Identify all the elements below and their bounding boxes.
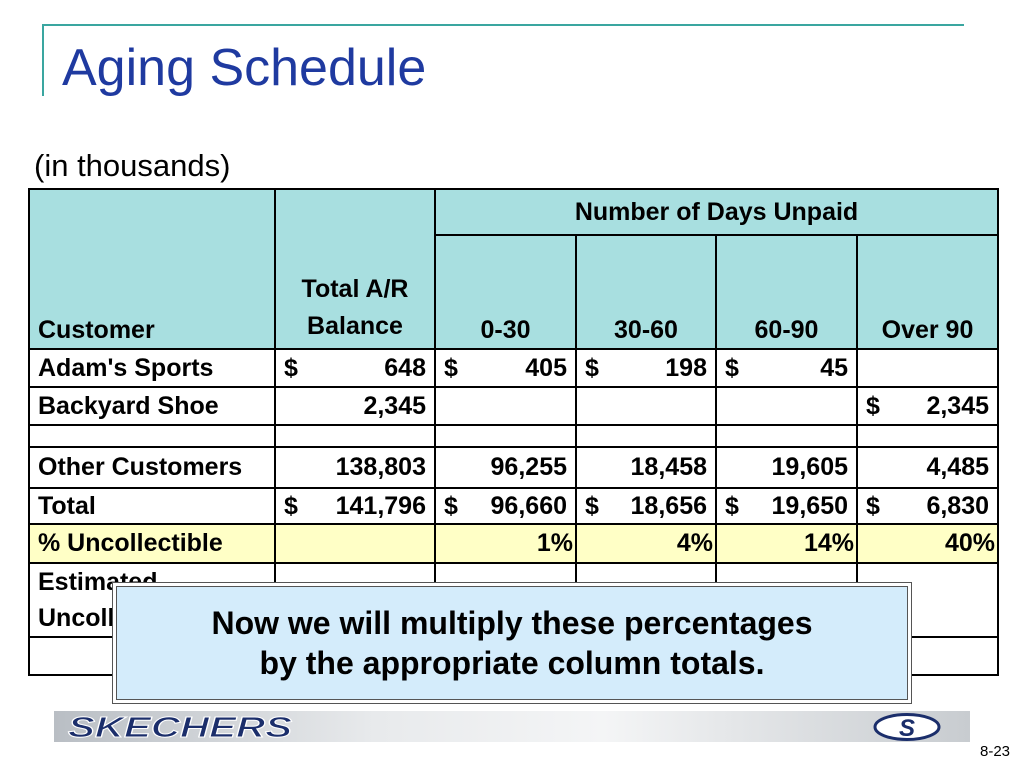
- dollar-sign: $: [725, 353, 739, 382]
- header-total-line2: Balance: [307, 312, 403, 340]
- skechers-s-logo-icon: S: [873, 713, 941, 741]
- row-bucket-cell: $18,656: [575, 487, 717, 525]
- callout-box: Now we will multiply these percentages b…: [116, 586, 908, 700]
- dollar-sign: $: [866, 391, 880, 420]
- slide-title: Aging Schedule: [62, 39, 427, 97]
- table-row-pct-uncollectible: % Uncollectible 1% 4% 14% 40%: [28, 523, 999, 564]
- cell-value: 4,485: [926, 453, 989, 481]
- skechers-logo-text: SKECHERS: [68, 712, 293, 742]
- s-logo-letter: S: [899, 715, 915, 741]
- cell-value: 2,345: [363, 391, 426, 420]
- footer-logo-bar: [54, 711, 970, 742]
- header-bucket: 0-30: [434, 234, 577, 350]
- header-customer: Customer: [28, 188, 276, 350]
- table-row-spacer: [28, 424, 999, 448]
- cell-value: 2,345: [926, 391, 989, 420]
- dollar-sign: $: [585, 353, 599, 382]
- row-bucket-cell: $19,650: [715, 487, 858, 525]
- callout-text: Now we will multiply these percentages b…: [132, 603, 892, 683]
- table-row: Backyard Shoe 2,345 $2,345: [28, 386, 999, 426]
- page-number: 8-23: [980, 743, 1011, 760]
- cell-value: 45: [820, 353, 848, 382]
- row-customer-name: [28, 424, 276, 448]
- table-header-row-2: 0-30 30-60 60-90 Over 90: [29, 234, 999, 350]
- frame-left-line: [42, 24, 44, 96]
- pct-row-empty: [274, 523, 436, 564]
- row-bucket-cell: $96,660: [434, 487, 577, 525]
- row-customer-name: Total: [28, 487, 276, 525]
- row-bucket-cell: $198: [575, 348, 717, 388]
- row-bucket-cell: $45: [715, 348, 858, 388]
- table-row: Other Customers 138,803 96,255 18,458 19…: [28, 446, 999, 489]
- dollar-sign: $: [866, 491, 880, 520]
- row-bucket-cell: [856, 424, 999, 448]
- row-bucket-cell: [575, 424, 717, 448]
- header-bucket: 60-90: [715, 234, 858, 350]
- cell-value: 96,660: [490, 491, 567, 520]
- row-total-cell: $141,796: [274, 487, 436, 525]
- dollar-sign: $: [284, 353, 298, 382]
- slide-subtitle: (in thousands): [34, 148, 231, 183]
- row-bucket-cell: 96,255: [434, 446, 577, 489]
- row-bucket-cell: 19,605: [715, 446, 858, 489]
- estimated-label-line2: Uncoll: [38, 604, 115, 632]
- dollar-sign: $: [444, 353, 458, 382]
- row-bucket-cell: $6,830: [856, 487, 999, 525]
- pct-cell: 4%: [575, 523, 717, 564]
- header-total-line1: Total A/R: [301, 275, 409, 303]
- cell-value: 96,255: [490, 453, 567, 481]
- cell-value: 18,656: [630, 491, 707, 520]
- pct-cell: 40%: [856, 523, 999, 564]
- cell-value: 19,650: [771, 491, 848, 520]
- callout-line1: Now we will multiply these percentages: [211, 605, 813, 641]
- header-bucket: 30-60: [575, 234, 717, 350]
- row-bucket-cell: $405: [434, 348, 577, 388]
- cell-value: 198: [665, 353, 707, 382]
- dollar-sign: $: [444, 491, 458, 520]
- row-bucket-cell: $2,345: [856, 386, 999, 426]
- aging-table: Customer Total A/R Balance Number of Day…: [28, 188, 999, 676]
- row-bucket-cell: [856, 348, 999, 388]
- pct-cell: 1%: [434, 523, 577, 564]
- table-header-row-1: Customer Total A/R Balance Number of Day…: [28, 188, 999, 350]
- row-total-cell: $648: [274, 348, 436, 388]
- cell-value: 138,803: [335, 453, 426, 481]
- row-customer-name: Backyard Shoe: [28, 386, 276, 426]
- dollar-sign: $: [585, 491, 599, 520]
- pct-row-label: % Uncollectible: [28, 523, 276, 564]
- pct-cell: 14%: [715, 523, 858, 564]
- cell-value: 648: [384, 353, 426, 382]
- row-bucket-cell: [575, 386, 717, 426]
- dollar-sign: $: [284, 491, 298, 520]
- table-row-total: Total $141,796 $96,660 $18,656 $19,650 $…: [28, 487, 999, 525]
- row-total-cell: 2,345: [274, 386, 436, 426]
- skechers-logo: SKECHERS: [68, 712, 294, 742]
- row-bucket-cell: 4,485: [856, 446, 999, 489]
- row-bucket-cell: 18,458: [575, 446, 717, 489]
- row-bucket-cell: [715, 424, 858, 448]
- cell-value: 19,605: [771, 453, 848, 481]
- header-bucket: Over 90: [856, 234, 999, 350]
- row-bucket-cell: [434, 424, 577, 448]
- header-days-unpaid: Number of Days Unpaid: [434, 188, 999, 236]
- row-bucket-cell: [434, 386, 577, 426]
- table-row: Adam's Sports $648 $405 $198 $45: [28, 348, 999, 388]
- callout-line2: by the appropriate column totals.: [259, 645, 765, 681]
- row-total-cell: [274, 424, 436, 448]
- cell-value: 141,796: [335, 491, 426, 520]
- header-total: Total A/R Balance: [274, 188, 436, 350]
- cell-value: 18,458: [630, 453, 707, 481]
- dollar-sign: $: [725, 491, 739, 520]
- row-total-cell: 138,803: [274, 446, 436, 489]
- row-customer-name: Adam's Sports: [28, 348, 276, 388]
- cell-value: 405: [525, 353, 567, 382]
- cell-value: 6,830: [926, 491, 989, 520]
- row-customer-name: Other Customers: [28, 446, 276, 489]
- row-bucket-cell: [715, 386, 858, 426]
- frame-top-line: [42, 24, 964, 26]
